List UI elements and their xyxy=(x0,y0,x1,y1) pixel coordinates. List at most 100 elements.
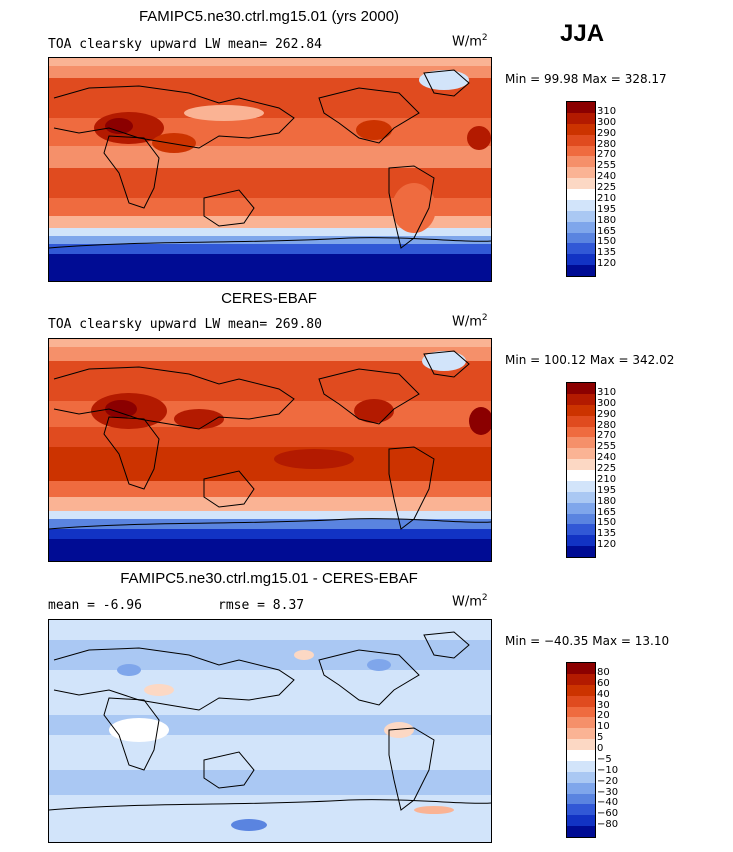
colorbar-swatch xyxy=(567,546,595,557)
panel2-minmax: Min = 100.12 Max = 342.02 xyxy=(505,353,675,367)
colorbar-tick-label: 195 xyxy=(597,484,617,496)
colorbar-tick-label: 280 xyxy=(597,419,617,431)
colorbar-tick-label: 40 xyxy=(597,688,610,700)
colorbar-swatch xyxy=(567,728,595,740)
panel3-minmax: Min = −40.35 Max = 13.10 xyxy=(505,634,670,648)
colorbar-tick-label: 0 xyxy=(597,743,604,754)
colorbar-swatch xyxy=(567,663,595,674)
colorbar-swatch xyxy=(567,782,595,794)
colorbar-swatch xyxy=(567,717,595,729)
colorbar-swatch xyxy=(567,112,595,124)
colorbar-swatch xyxy=(567,459,595,470)
colorbar-tick-label: 225 xyxy=(597,463,617,474)
colorbar-swatch xyxy=(567,134,595,146)
colorbar-swatch xyxy=(567,393,595,405)
panel3-units: W/m2 xyxy=(452,593,488,610)
colorbar-tick-label: 150 xyxy=(597,517,617,529)
colorbar-tick-label: 135 xyxy=(597,528,617,540)
colorbar-tick-label: 210 xyxy=(597,473,617,485)
colorbar-swatch xyxy=(567,437,595,449)
colorbar-tick-label: 240 xyxy=(597,171,617,183)
panel3-mean: mean = -6.96 xyxy=(48,598,142,613)
colorbar-tick-label: 240 xyxy=(597,452,617,464)
panel3-field xyxy=(49,620,491,842)
colorbar-tick-label: 30 xyxy=(597,699,610,711)
colorbar-tick-label: 300 xyxy=(597,397,617,409)
colorbar-tick-label: 120 xyxy=(597,539,617,551)
panel1-title: FAMIPC5.ne30.ctrl.mg15.01 (yrs 2000) xyxy=(138,8,400,25)
colorbar-tick-label: 180 xyxy=(597,214,617,226)
colorbar-swatch xyxy=(567,426,595,438)
panel2-variable: TOA clearsky upward LW mean= 269.80 xyxy=(48,317,322,332)
colorbar-tick-label: 255 xyxy=(597,441,617,453)
panel2-units: W/m2 xyxy=(452,313,488,330)
colorbar-swatch xyxy=(567,524,595,536)
colorbar-tick-label: 310 xyxy=(597,386,617,398)
colorbar-swatch xyxy=(567,706,595,718)
colorbar-swatch xyxy=(567,243,595,255)
colorbar-swatch xyxy=(567,145,595,157)
colorbar-tick-label: 290 xyxy=(597,408,617,420)
colorbar-swatch xyxy=(567,804,595,816)
colorbar-tick-label: −5 xyxy=(597,753,612,765)
colorbar-swatch xyxy=(567,491,595,503)
colorbar-swatch xyxy=(567,695,595,707)
colorbar-swatch xyxy=(567,404,595,416)
season-label: JJA xyxy=(560,20,605,47)
colorbar-tick-label: −60 xyxy=(597,808,619,820)
colorbar-swatch xyxy=(567,232,595,244)
colorbar-swatch xyxy=(567,199,595,211)
colorbar-tick-label: 120 xyxy=(597,258,617,270)
colorbar-swatch xyxy=(567,189,595,200)
colorbar-swatch xyxy=(567,167,595,179)
colorbar-swatch xyxy=(567,123,595,135)
panel2-colorbar xyxy=(566,382,596,558)
colorbar-tick-label: 20 xyxy=(597,710,610,722)
colorbar-tick-label: 270 xyxy=(597,430,617,442)
colorbar-tick-label: −20 xyxy=(597,775,619,787)
panel2-map xyxy=(48,338,492,562)
colorbar-tick-label: −40 xyxy=(597,797,619,809)
colorbar-tick-label: −10 xyxy=(597,764,619,776)
colorbar-swatch xyxy=(567,815,595,827)
colorbar-swatch xyxy=(567,254,595,266)
colorbar-swatch xyxy=(567,480,595,492)
colorbar-tick-label: 180 xyxy=(597,495,617,507)
panel1-units: W/m2 xyxy=(452,33,488,50)
colorbar-tick-label: 165 xyxy=(597,506,617,518)
colorbar-tick-label: 195 xyxy=(597,203,617,215)
colorbar-tick-label: 225 xyxy=(597,182,617,193)
colorbar-swatch xyxy=(567,826,595,837)
panel1-map xyxy=(48,57,492,282)
colorbar-tick-label: 80 xyxy=(597,666,610,678)
colorbar-swatch xyxy=(567,448,595,460)
colorbar-tick-label: 150 xyxy=(597,236,617,248)
colorbar-tick-label: 10 xyxy=(597,721,610,733)
colorbar-tick-label: −80 xyxy=(597,819,619,831)
colorbar-swatch xyxy=(567,102,595,113)
colorbar-tick-label: 310 xyxy=(597,105,617,117)
colorbar-tick-label: 255 xyxy=(597,160,617,172)
panel3-colorbar xyxy=(566,662,596,838)
colorbar-swatch xyxy=(567,502,595,514)
colorbar-swatch xyxy=(567,210,595,222)
panel3-rmse: rmse = 8.37 xyxy=(218,598,305,613)
colorbar-tick-label: −30 xyxy=(597,786,619,798)
colorbar-tick-label: 280 xyxy=(597,138,617,150)
colorbar-swatch xyxy=(567,178,595,189)
colorbar-tick-label: 210 xyxy=(597,192,617,204)
colorbar-swatch xyxy=(567,684,595,696)
colorbar-swatch xyxy=(567,750,595,761)
colorbar-swatch xyxy=(567,470,595,481)
colorbar-tick-label: 135 xyxy=(597,247,617,259)
colorbar-tick-label: 290 xyxy=(597,127,617,139)
colorbar-swatch xyxy=(567,535,595,547)
colorbar-swatch xyxy=(567,415,595,427)
panel3-title: FAMIPC5.ne30.ctrl.mg15.01 - CERES-EBAF xyxy=(120,570,418,587)
colorbar-tick-label: 300 xyxy=(597,116,617,128)
panel1-colorbar-labels: 310 300 290 280 270 255 240 225 210 195 180 165 150 1… xyxy=(597,101,637,275)
panel2-colorbar-labels: 310 300 290 280 270 255 240 225 210 195 180 165 150 1… xyxy=(597,382,637,556)
colorbar-swatch xyxy=(567,513,595,525)
colorbar-tick-label: 270 xyxy=(597,149,617,161)
colorbar-swatch xyxy=(567,673,595,685)
